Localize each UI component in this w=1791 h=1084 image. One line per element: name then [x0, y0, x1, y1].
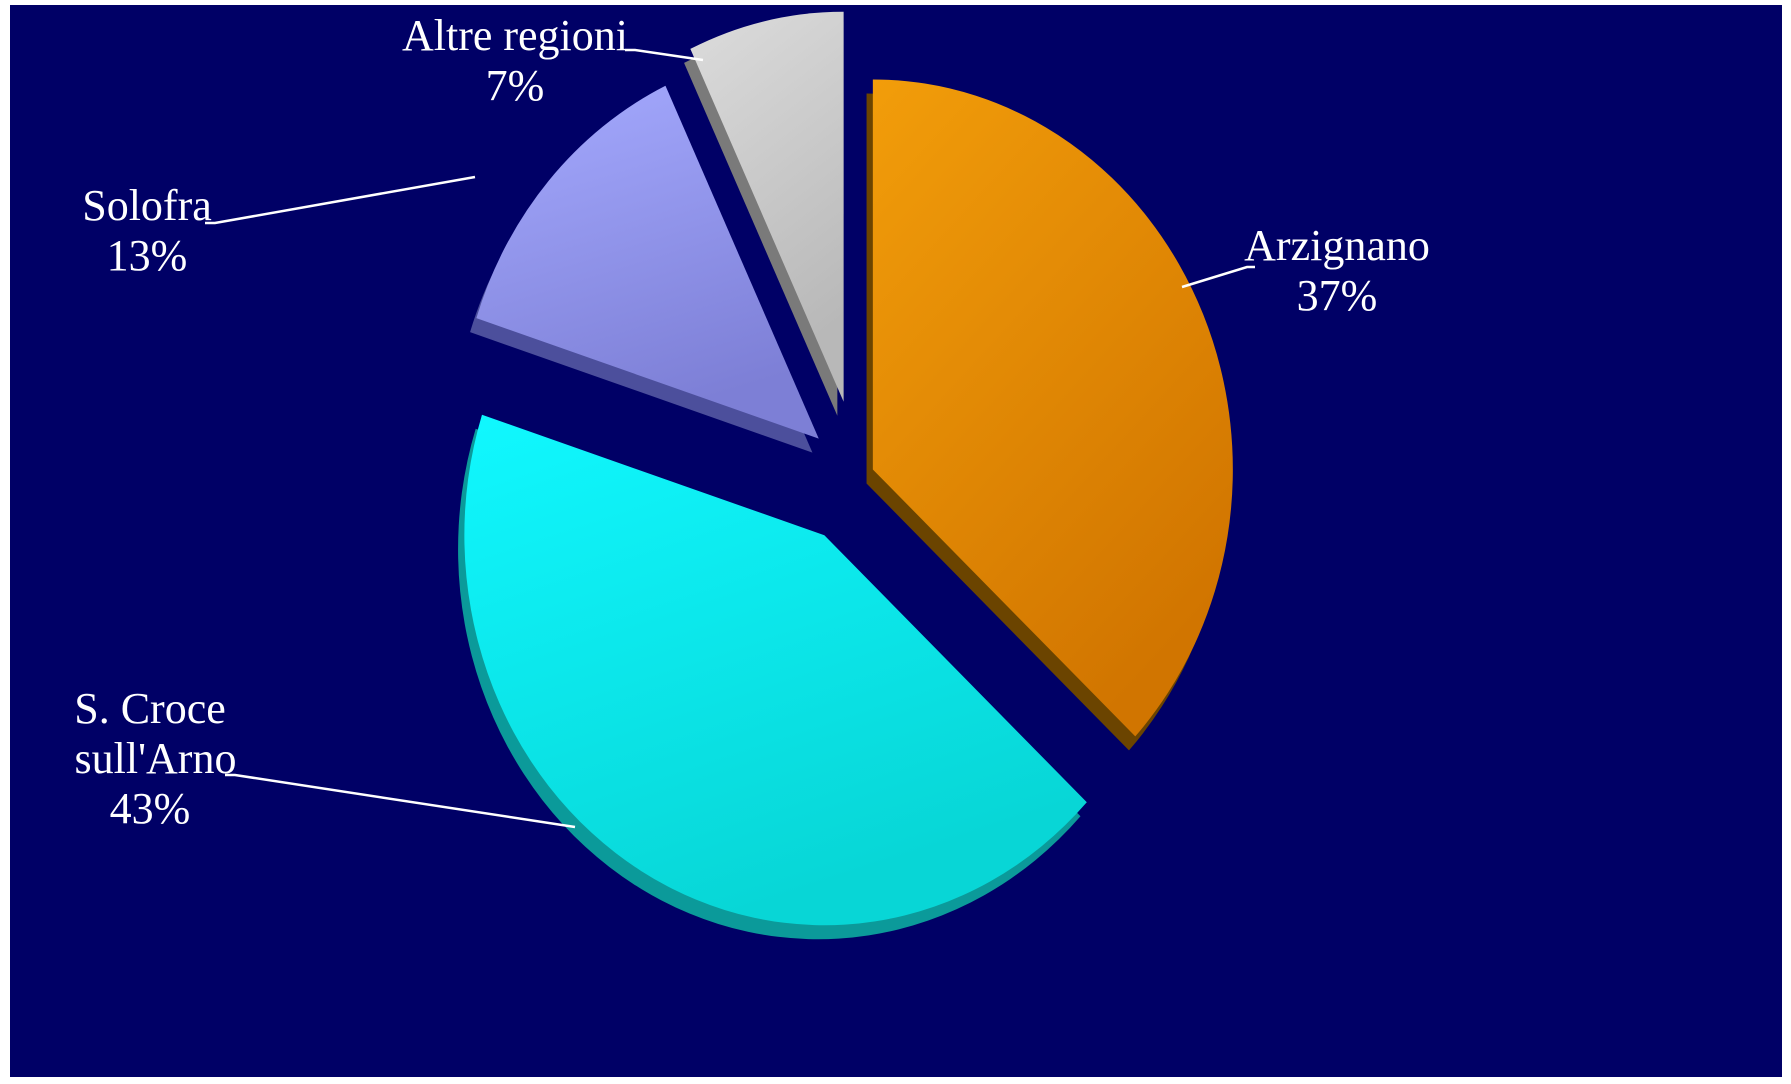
slice-percent-s-croce-sull-arno: 43%	[110, 784, 191, 833]
slice-name-s-croce-sull-arno: S. Croce sull'Arno	[64, 684, 237, 783]
slice-label-altre-regioni: Altre regioni 7%	[402, 11, 628, 110]
pie-slice-arzignano	[872, 79, 1233, 737]
slice-name-arzignano: Arzignano	[1244, 221, 1430, 270]
slice-percent-solofra: 13%	[107, 231, 188, 280]
slice-name-solofra: Solofra	[82, 181, 212, 230]
slice-label-arzignano: Arzignano 37%	[1244, 221, 1430, 320]
slice-name-altre-regioni: Altre regioni	[402, 11, 628, 60]
pie-chart: Arzignano 37% S. Croce sull'Arno 43% Solofra…	[64, 11, 1430, 940]
chart-frame: Arzignano 37% S. Croce sull'Arno 43% Solofra…	[10, 5, 1782, 1077]
pie-slice-altre-regioni	[690, 11, 844, 402]
leader-line-arzignano	[1181, 265, 1255, 289]
slice-percent-altre-regioni: 7%	[486, 61, 545, 110]
leader-line-solofra	[205, 175, 476, 225]
pie-slice-solofra	[476, 85, 819, 439]
slice-label-s-croce-sull-arno: S. Croce sull'Arno 43%	[64, 684, 237, 833]
slice-percent-arzignano: 37%	[1297, 271, 1378, 320]
slice-label-solofra: Solofra 13%	[82, 181, 212, 280]
pie-slice-s-croce-sull-arno	[464, 414, 1087, 926]
leader-line-s-croce-sull-arno	[225, 773, 576, 829]
leader-line-altre-regioni	[625, 48, 704, 62]
